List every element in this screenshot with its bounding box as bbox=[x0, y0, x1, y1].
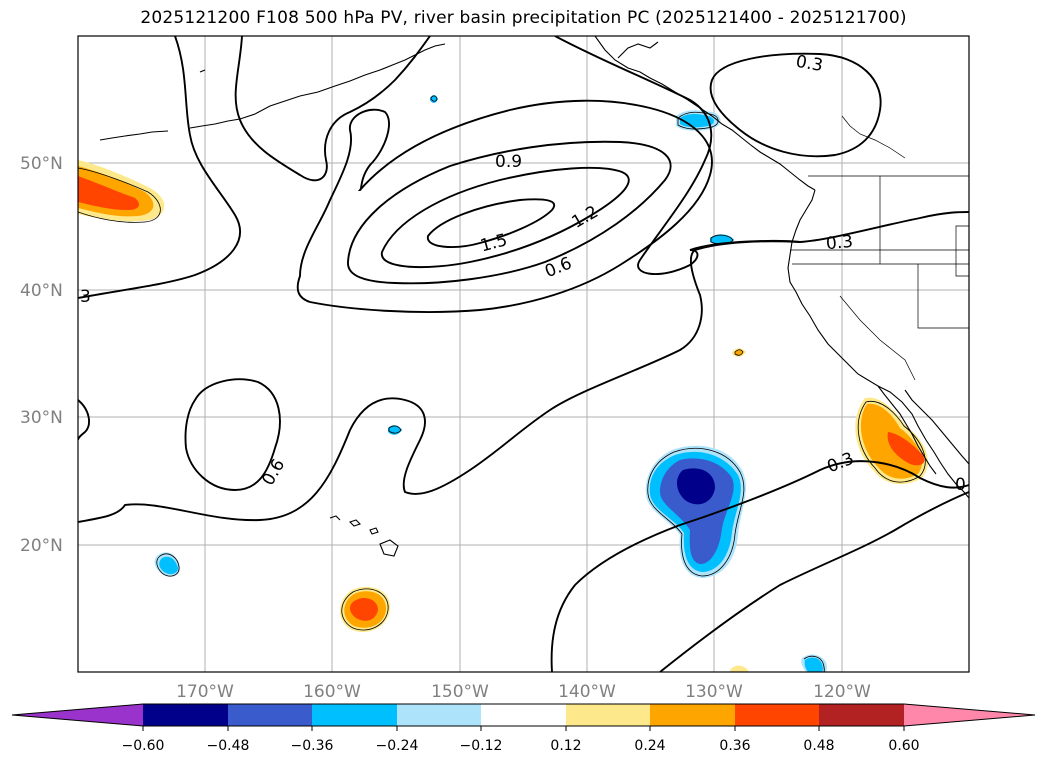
colorbar-tick-labels: −0.60 −0.48 −0.36 −0.24 −0.12 0.12 0.24 … bbox=[122, 738, 920, 754]
pv-contours bbox=[78, 36, 969, 672]
colorbar-ticks bbox=[142, 726, 905, 731]
colorbar-under-triangle bbox=[12, 704, 143, 726]
colorbar-segment bbox=[143, 704, 228, 726]
lat-label: 30°N bbox=[20, 408, 63, 428]
colorbar-segment bbox=[650, 704, 735, 726]
colorbar-tick-label: 0.24 bbox=[634, 738, 665, 754]
longitude-labels: 170°W 160°W 150°W 140°W 130°W 120°W bbox=[176, 682, 871, 702]
map-frame bbox=[77, 35, 970, 673]
colorbar-segment bbox=[312, 704, 397, 726]
lon-label: 130°W bbox=[685, 682, 743, 702]
state-borders bbox=[790, 115, 969, 381]
colorbar-segment bbox=[397, 704, 481, 726]
gridlines bbox=[78, 36, 969, 672]
colorbar-segment bbox=[735, 704, 819, 726]
colorbar-tick-label: −0.24 bbox=[376, 738, 419, 754]
colorbar-tick-label: 0.48 bbox=[803, 738, 834, 754]
figure-title: 2025121200 F108 500 hPa PV, river basin … bbox=[140, 8, 907, 28]
colorbar-over-triangle bbox=[904, 704, 1035, 726]
lat-label: 50°N bbox=[20, 154, 63, 174]
colorbar-tick-label: 0.12 bbox=[550, 738, 581, 754]
contour-label: 0.9 bbox=[495, 152, 522, 172]
colorbar: −0.60 −0.48 −0.36 −0.24 −0.12 0.12 0.24 … bbox=[11, 703, 1036, 754]
colorbar-segment bbox=[566, 704, 650, 726]
lon-label: 160°W bbox=[303, 682, 361, 702]
lat-label: 20°N bbox=[20, 536, 63, 556]
colorbar-tick-label: 0.36 bbox=[719, 738, 750, 754]
map-background bbox=[78, 36, 969, 672]
colorbar-segment bbox=[228, 704, 312, 726]
lon-label: 120°W bbox=[813, 682, 871, 702]
lon-label: 170°W bbox=[176, 682, 234, 702]
contour-label: 0.3 bbox=[825, 232, 854, 254]
contour-label: 0 bbox=[955, 475, 966, 495]
colorbar-segment bbox=[819, 704, 904, 726]
colorbar-tick-label: −0.36 bbox=[291, 738, 334, 754]
lat-label: 40°N bbox=[20, 281, 63, 301]
lon-label: 140°W bbox=[558, 682, 616, 702]
colorbar-tick-label: 0.60 bbox=[888, 738, 919, 754]
colorbar-tick-label: −0.60 bbox=[122, 738, 165, 754]
colorbar-tick-label: −0.48 bbox=[207, 738, 250, 754]
colorbar-segment bbox=[481, 704, 566, 726]
colorbar-tick-label: −0.12 bbox=[460, 738, 503, 754]
coastlines bbox=[99, 36, 969, 557]
contour-label: 3 bbox=[80, 287, 91, 307]
latitude-labels: 50°N 40°N 30°N 20°N bbox=[20, 154, 63, 556]
lon-label: 150°W bbox=[431, 682, 489, 702]
contour-label: 0.3 bbox=[794, 52, 824, 76]
